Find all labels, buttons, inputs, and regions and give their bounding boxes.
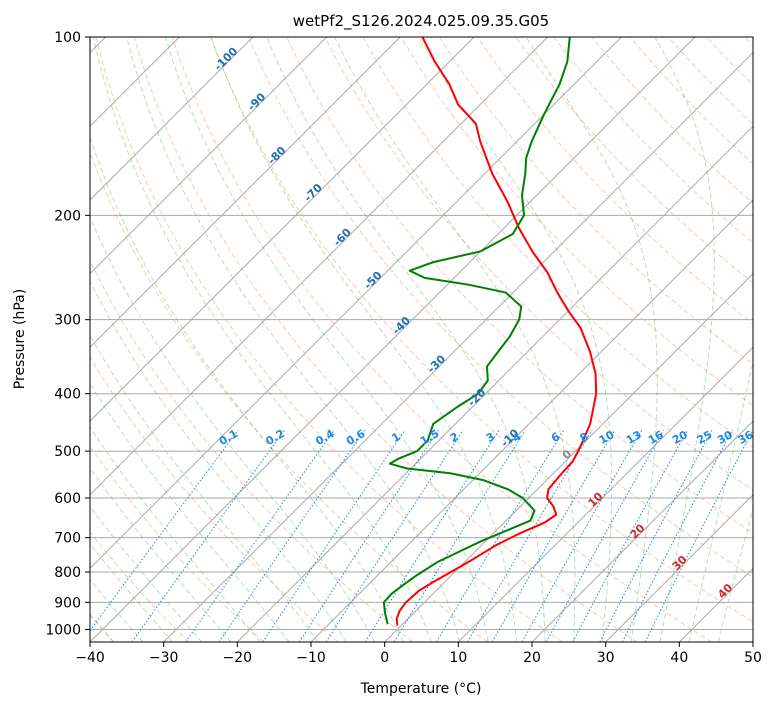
isotherm-line bbox=[163, 51, 753, 642]
dry-adiabat-line bbox=[362, 37, 753, 449]
moist-adiabat-line bbox=[418, 37, 613, 642]
isotherm-line bbox=[90, 37, 328, 275]
isotherm-line bbox=[90, 37, 475, 422]
x-axis-label: Temperature (°C) bbox=[360, 681, 482, 697]
isotherm-line bbox=[605, 493, 753, 642]
dry-adiabat-line bbox=[439, 37, 753, 366]
y-tick-label: 700 bbox=[54, 531, 81, 547]
y-tick-label: 400 bbox=[54, 387, 81, 403]
x-tick-label: 20 bbox=[523, 650, 541, 666]
isotherm-line bbox=[90, 37, 401, 349]
mixing-ratio-line bbox=[644, 430, 753, 642]
y-tick-label: 100 bbox=[54, 30, 81, 46]
y-axis-label: Pressure (hPa) bbox=[12, 289, 28, 389]
isotherm-line bbox=[752, 641, 753, 642]
dry-adiabat-line bbox=[591, 37, 753, 204]
x-tick-label: −40 bbox=[75, 650, 105, 666]
moist-adiabat-line bbox=[525, 37, 658, 642]
dry-adiabat-line bbox=[90, 150, 488, 642]
isotherm-line bbox=[384, 272, 753, 642]
mixing-ratio-line bbox=[435, 429, 565, 642]
mixing-ratio-line bbox=[621, 430, 733, 642]
x-tick-label: 50 bbox=[744, 650, 762, 666]
x-tick-label: −30 bbox=[149, 650, 179, 666]
sounding-series bbox=[382, 37, 598, 626]
y-axis-ticks: 1000 900 800 700 600 500 400 300 200 100 bbox=[45, 30, 90, 638]
x-tick-label: 30 bbox=[597, 650, 615, 666]
dewpoint-line bbox=[382, 37, 571, 625]
x-tick-label: −20 bbox=[223, 650, 253, 666]
dry-adiabat-line bbox=[133, 37, 638, 642]
dry-adiabat-line bbox=[90, 259, 414, 642]
moist-adiabat-line bbox=[90, 215, 376, 642]
mixing-ratio-line bbox=[491, 429, 615, 642]
moist-adiabat-line bbox=[90, 334, 319, 642]
moist-adiabat-line bbox=[90, 467, 232, 642]
moist-adiabat-line bbox=[266, 37, 546, 642]
y-tick-label: 1000 bbox=[45, 622, 81, 638]
isotherm-line bbox=[90, 37, 549, 496]
moist-adiabat-line bbox=[90, 382, 290, 642]
plot-frame bbox=[89, 36, 754, 643]
y-tick-label: 300 bbox=[54, 313, 81, 329]
y-tick-label: 800 bbox=[54, 565, 81, 581]
dry-adiabat-line bbox=[324, 37, 753, 491]
dry-adiabat-line bbox=[477, 37, 753, 325]
mixing-ratio-line bbox=[262, 429, 406, 642]
moist-adiabat-line bbox=[210, 37, 517, 642]
moist-adiabat-line bbox=[164, 37, 489, 642]
mixing-ratio-line bbox=[599, 430, 713, 642]
mixing-ratio-line bbox=[545, 430, 664, 642]
mixing-ratio-line bbox=[298, 429, 439, 642]
moist-adiabat-line bbox=[717, 506, 753, 642]
mixing-ratio-line bbox=[131, 429, 285, 642]
moist-adiabat-line bbox=[90, 426, 261, 642]
moist-adiabat-line bbox=[654, 37, 715, 642]
isotherm-line bbox=[457, 346, 753, 642]
x-tick-label: 40 bbox=[670, 650, 688, 666]
plot-area bbox=[90, 37, 753, 642]
mixing-ratio-label: 36 bbox=[736, 428, 756, 447]
isotherm-line bbox=[90, 37, 696, 642]
dry-adiabat-line bbox=[90, 531, 190, 642]
x-tick-label: 10 bbox=[449, 650, 467, 666]
mixing-ratio-line bbox=[393, 429, 526, 642]
x-tick-label: 0 bbox=[380, 650, 389, 666]
isotherm-line bbox=[90, 37, 254, 201]
mixing-ratio-lines bbox=[90, 429, 753, 642]
dry-adiabat-line bbox=[400, 37, 753, 407]
y-tick-label: 900 bbox=[54, 595, 81, 611]
moist-adiabat-line bbox=[90, 135, 404, 642]
dry-adiabat-line bbox=[553, 37, 753, 244]
x-tick-label: −10 bbox=[296, 650, 326, 666]
mixing-ratio-line bbox=[572, 430, 688, 642]
y-tick-label: 600 bbox=[54, 491, 81, 507]
dry-adiabat-line bbox=[171, 37, 712, 642]
isotherm-line bbox=[531, 420, 753, 642]
moist-adiabat-line bbox=[334, 37, 576, 642]
mixing-ratio-line bbox=[218, 429, 366, 642]
dry-adiabat-line bbox=[90, 356, 339, 642]
y-tick-label: 200 bbox=[54, 208, 81, 224]
x-axis-ticks: −40 −30 −20 −10 0 10 20 30 40 50 bbox=[75, 642, 762, 666]
dry-adiabat-line bbox=[95, 37, 563, 642]
y-tick-label: 500 bbox=[54, 444, 81, 460]
moist-adiabat-line bbox=[92, 37, 432, 642]
mixing-ratio-line bbox=[185, 429, 335, 642]
pressure-grid bbox=[90, 37, 753, 630]
dry-adiabat-line bbox=[286, 37, 753, 534]
chart-title: wetPf2_S126.2024.025.09.35.G05 bbox=[293, 12, 549, 31]
moist-adiabat-line bbox=[126, 37, 461, 642]
temperature-line bbox=[395, 37, 598, 626]
dry-adiabat-line bbox=[210, 37, 753, 623]
isotherm-line bbox=[90, 37, 622, 570]
moist-adiabat-line bbox=[688, 358, 753, 642]
mixing-ratio-line bbox=[467, 429, 593, 642]
isotherm-line bbox=[236, 125, 753, 642]
dry-adiabats bbox=[90, 37, 753, 642]
dry-adiabat-line bbox=[248, 37, 753, 578]
